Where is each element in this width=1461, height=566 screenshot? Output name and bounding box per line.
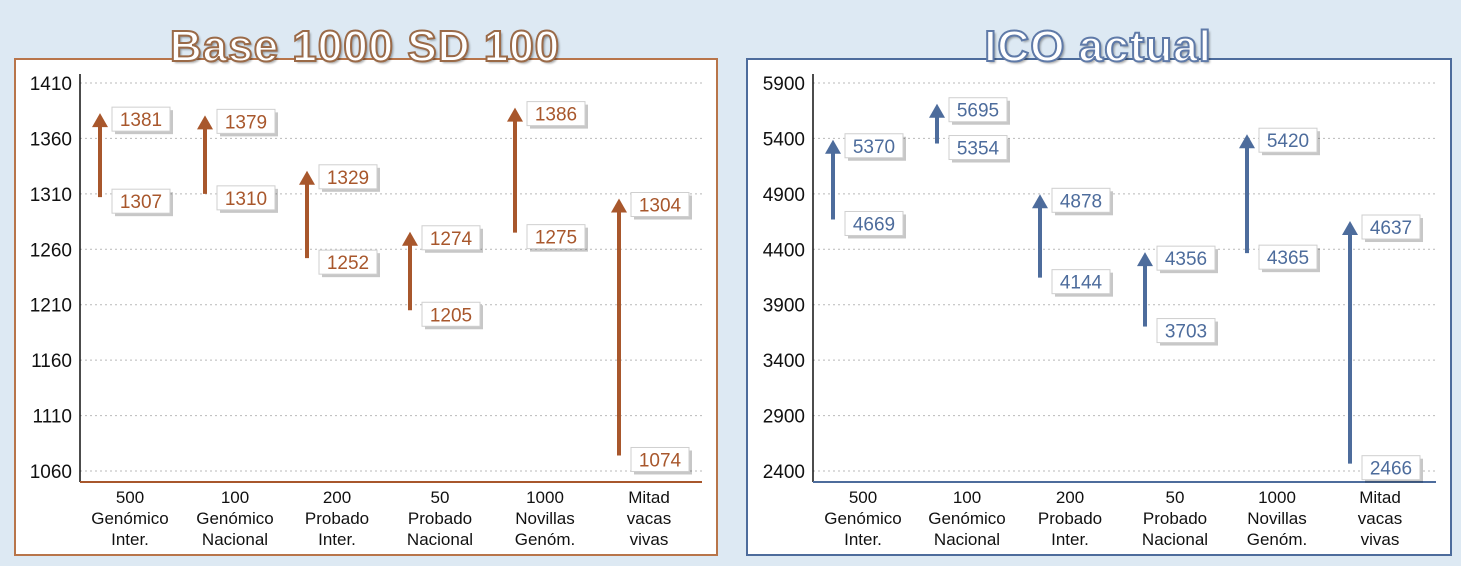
y-tick-label: 1160 bbox=[31, 351, 72, 372]
arrow-head bbox=[92, 113, 108, 128]
data-label-box bbox=[844, 210, 904, 236]
data-label-from: 1310 bbox=[225, 189, 267, 210]
data-label-box bbox=[1156, 245, 1216, 271]
data-label-box bbox=[111, 188, 171, 214]
data-label-to: 4356 bbox=[1165, 249, 1207, 270]
data-label-from: 2466 bbox=[1370, 459, 1412, 480]
data-label-from: 1205 bbox=[430, 305, 472, 326]
data-label-to: 1274 bbox=[430, 229, 473, 250]
arrow-head bbox=[611, 198, 627, 213]
x-tick-label: 500 Genómico Inter. bbox=[91, 488, 168, 549]
x-tick-label: Mitad vacas vivas bbox=[1358, 488, 1402, 549]
y-tick-label: 4400 bbox=[763, 240, 805, 261]
y-tick-label: 2400 bbox=[763, 462, 805, 483]
x-tick-label: 200 Probado Inter. bbox=[305, 488, 369, 549]
arrow-head bbox=[507, 107, 523, 122]
data-label-box bbox=[630, 192, 690, 218]
data-label-from: 5695 bbox=[957, 101, 999, 122]
x-tick-label: 100 Genómico Nacional bbox=[928, 488, 1005, 549]
x-tick-label: 50 Probado Nacional bbox=[407, 488, 473, 549]
data-label-box bbox=[526, 224, 586, 250]
arrow-head bbox=[1342, 221, 1358, 236]
data-label-box bbox=[111, 106, 171, 132]
y-tick-label: 5400 bbox=[763, 129, 805, 150]
data-label-box bbox=[1258, 127, 1318, 153]
data-label-from: 1252 bbox=[327, 253, 369, 274]
data-label-box bbox=[216, 108, 276, 134]
data-label-from: 1307 bbox=[120, 192, 162, 213]
data-label-box bbox=[526, 101, 586, 127]
y-tick-label: 3900 bbox=[763, 296, 805, 317]
data-label-to: 4878 bbox=[1060, 191, 1102, 212]
x-tick-label: 100 Genómico Nacional bbox=[196, 488, 273, 549]
chart-1: 2400 2900 3400 3900 4400 4900 5400 5900 500 Genóm… bbox=[763, 74, 1436, 549]
arrow-head bbox=[1239, 134, 1255, 149]
arrow-head bbox=[299, 170, 315, 185]
data-label-box bbox=[318, 249, 378, 275]
x-tick-label: 1000 Novillas Genóm. bbox=[515, 488, 575, 549]
y-tick-label: 3400 bbox=[763, 351, 805, 372]
data-label-box bbox=[1361, 214, 1421, 240]
data-label-box bbox=[1258, 244, 1318, 270]
y-tick-label: 5900 bbox=[763, 74, 805, 95]
y-tick-label: 1060 bbox=[30, 462, 72, 483]
data-label-to: 1329 bbox=[327, 168, 369, 189]
x-tick-label: 1000 Novillas Genóm. bbox=[1247, 488, 1307, 549]
data-label-box bbox=[421, 301, 481, 327]
arrow-head bbox=[1137, 252, 1153, 267]
data-label-from: 4365 bbox=[1267, 248, 1309, 269]
arrow-head bbox=[197, 115, 213, 130]
x-tick-label: 200 Probado Inter. bbox=[1038, 488, 1102, 549]
chart-title-left: Base 1000 SD 100 bbox=[169, 21, 561, 72]
data-label-box bbox=[844, 133, 904, 159]
data-label-to: 1381 bbox=[120, 110, 162, 131]
arrow-head bbox=[1032, 194, 1048, 209]
data-label-box bbox=[1051, 187, 1111, 213]
data-label-box bbox=[948, 135, 1008, 161]
data-label-to: 1304 bbox=[639, 196, 682, 217]
y-tick-label: 1310 bbox=[30, 185, 72, 206]
chart-panel-left bbox=[14, 58, 718, 556]
x-tick-label: 50 Probado Nacional bbox=[1142, 488, 1208, 549]
data-label-from: 1074 bbox=[639, 450, 682, 471]
chart-title-right: ICO actual bbox=[983, 21, 1212, 72]
data-label-from: 1275 bbox=[535, 228, 577, 249]
data-label-box bbox=[318, 164, 378, 190]
arrow-head bbox=[825, 139, 841, 154]
data-label-to: 4637 bbox=[1370, 218, 1412, 239]
x-tick-label: 500 Genómico Inter. bbox=[824, 488, 901, 549]
data-label-box bbox=[1361, 455, 1421, 481]
y-tick-label: 4900 bbox=[763, 185, 805, 206]
data-label-box bbox=[948, 97, 1008, 123]
data-label-box bbox=[421, 225, 481, 251]
arrow-head bbox=[929, 103, 945, 118]
y-tick-label: 2900 bbox=[763, 407, 805, 428]
data-label-from: 4144 bbox=[1060, 273, 1103, 294]
data-label-to: 1379 bbox=[225, 112, 267, 133]
y-tick-label: 1360 bbox=[30, 129, 72, 150]
y-tick-label: 1210 bbox=[30, 296, 72, 317]
y-tick-label: 1410 bbox=[30, 74, 72, 95]
chart-0: 1060 1110 1160 1210 1260 1310 1360 1410 500 Genóm… bbox=[30, 74, 702, 549]
data-label-from: 4669 bbox=[853, 214, 895, 235]
data-label-box bbox=[1051, 269, 1111, 295]
x-tick-label: Mitad vacas vivas bbox=[627, 488, 671, 549]
y-tick-label: 1260 bbox=[30, 240, 72, 261]
arrow-head bbox=[402, 231, 418, 246]
data-label-box bbox=[1156, 318, 1216, 344]
data-label-to: 5420 bbox=[1267, 131, 1309, 152]
y-tick-label: 1110 bbox=[33, 407, 72, 428]
data-label-box bbox=[216, 185, 276, 211]
data-label-to: 1386 bbox=[535, 105, 577, 126]
data-label-to: 5370 bbox=[853, 137, 895, 158]
data-label-box bbox=[630, 446, 690, 472]
data-label-to: 5354 bbox=[957, 139, 1000, 160]
data-label-from: 3703 bbox=[1165, 322, 1207, 343]
